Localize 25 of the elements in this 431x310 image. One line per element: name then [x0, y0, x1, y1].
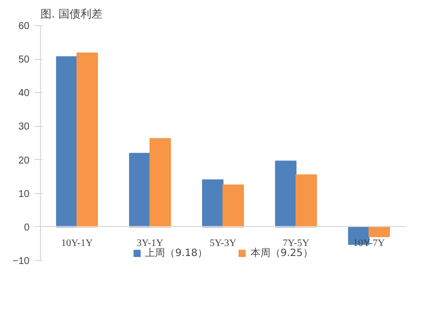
x-tick-label: 7Y-5Y [282, 238, 310, 249]
bar [222, 184, 244, 228]
y-tick-label: 20 [18, 155, 30, 166]
bar [202, 179, 224, 228]
bar [129, 152, 150, 228]
x-tick-label: 10Y-7Y [353, 238, 385, 249]
bar [275, 160, 296, 228]
y-tick-label: 0 [24, 222, 30, 234]
chart-title: 图. 国债利差 [40, 8, 102, 20]
y-tick-label: 50 [18, 54, 30, 66]
x-tick-label: 5Y-3Y [210, 238, 236, 249]
y-tick-label: −10 [12, 256, 30, 267]
bar [296, 174, 317, 228]
y-tick-label: 10 [18, 188, 30, 200]
bar [56, 56, 78, 228]
x-tick-label: 3Y-1Y [136, 238, 164, 249]
bar [76, 52, 98, 228]
bar [150, 138, 171, 228]
y-tick-label: 40 [18, 88, 30, 100]
y-tick-label: 60 [18, 21, 30, 32]
x-tick-label: 10Y-1Y [61, 238, 93, 249]
bar [368, 226, 390, 238]
legend-label: 上周（9.18） [145, 246, 208, 260]
legend-label: 本周（9.25） [250, 246, 313, 260]
y-tick-label: 30 [18, 122, 30, 133]
